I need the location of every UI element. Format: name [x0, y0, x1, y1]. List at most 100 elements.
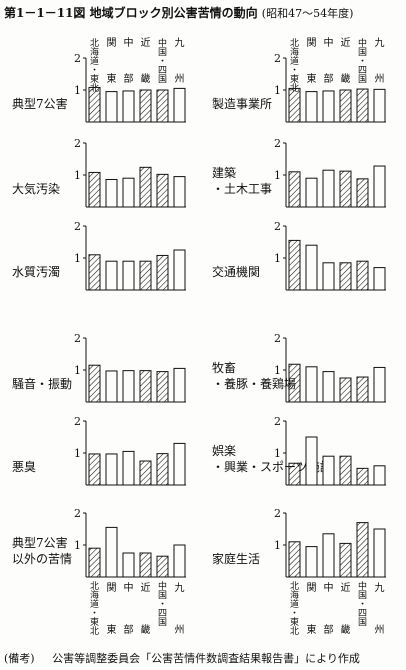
panel-title: 典型7公害: [12, 535, 68, 550]
panel-title: ・興業・スポーツ施設: [212, 459, 332, 474]
panel-title: ・養豚・養鶏場: [212, 376, 296, 391]
bar-中国・四国: [356, 467, 369, 486]
category-header: 部: [124, 72, 134, 85]
bar-九州: [373, 267, 386, 291]
panel-11: 典型7公害以外の苦情12北海道・東北関中近中国・四国九東部畿州: [12, 507, 186, 637]
category-footer: 九: [375, 582, 385, 594]
y-tick-label: 1: [74, 84, 81, 97]
category-footer: 東: [107, 623, 117, 636]
bar-関東: [305, 546, 318, 578]
category-footer: 東: [307, 623, 317, 636]
category-footer: 関: [107, 582, 117, 594]
panel-title: 建築: [212, 165, 236, 180]
panel-title: 大気汚染: [12, 181, 60, 196]
figure-subtitle: (昭和47～54年度): [261, 7, 354, 20]
panel-title: 交通機関: [212, 264, 260, 279]
category-footer-char: 道: [290, 598, 299, 610]
bar-中国・四国: [156, 173, 169, 208]
category-footer: 中: [324, 581, 334, 594]
bar-近畿: [139, 89, 152, 123]
category-footer-char: 国: [358, 590, 367, 601]
y-tick-label: 2: [274, 332, 281, 345]
category-footer-char: 北: [290, 581, 299, 592]
bar-関東: [105, 370, 118, 403]
y-tick-label: 1: [74, 364, 81, 377]
category-header-char: 国: [158, 47, 167, 58]
bar-中部: [122, 450, 135, 486]
chart-panels: 典型7公害12北海道・関中近中国・四国九東北東部畿州製造事業所12北海道・関中近…: [12, 36, 386, 637]
panel-12: 家庭生活12北海道・東北関中近中国・四国九東部畿州: [212, 507, 386, 637]
bar-関東: [105, 526, 118, 578]
y-tick-label: 2: [274, 415, 281, 428]
bar-関東: [105, 260, 118, 291]
bar-北海道・東北: [88, 254, 101, 291]
category-header: 関: [307, 37, 317, 49]
category-footer-char: ・: [290, 609, 299, 619]
category-header-char: 中: [158, 37, 167, 49]
category-footer: 部: [324, 623, 334, 636]
y-tick-label: 2: [74, 332, 81, 345]
panel-7: 騒音・振動1 2: [12, 332, 186, 403]
figure-main-title: 地域ブロック別公害苦情の動向: [89, 6, 258, 20]
y-tick-label: 1: [274, 84, 281, 97]
category-header: 近: [341, 36, 351, 49]
bar-中国・四国: [156, 254, 169, 291]
y-tick-label: 2: [274, 220, 281, 233]
bar-北海道・東北: [88, 86, 101, 123]
bar-中部: [122, 90, 135, 123]
figure-number: 第1－1－11図: [4, 6, 86, 20]
bar-関東: [105, 91, 118, 123]
category-header-char: ・: [358, 57, 367, 67]
bar-中部: [322, 371, 335, 403]
category-header: 近: [141, 36, 151, 49]
bar-北海道・東北: [288, 462, 301, 486]
category-footer-char: 北: [90, 581, 99, 592]
category-footer-char: 海: [90, 589, 99, 601]
source-note-label: (備考): [4, 652, 35, 665]
category-footer-char: 東: [290, 616, 299, 628]
category-header-char: ・: [90, 66, 99, 76]
bar-中国・四国: [356, 88, 369, 123]
category-header-char: 国: [358, 47, 367, 58]
source-note-text: 公害等調整委員会「公害苦情件数調査結果報告書」により作成: [52, 652, 360, 665]
category-footer-char: 国: [358, 617, 367, 628]
category-footer-char: 東: [90, 616, 99, 628]
panel-6: 交通機関 1 2: [212, 220, 386, 291]
bar-北海道・東北: [88, 547, 101, 578]
y-tick-label: 1: [274, 447, 281, 460]
y-tick-label: 1: [274, 364, 281, 377]
y-tick-label: 1: [74, 252, 81, 265]
bar-関東: [305, 366, 318, 403]
bar-九州: [373, 165, 386, 208]
bar-中部: [122, 552, 135, 578]
category-header-char: 北: [290, 83, 299, 94]
bar-北海道・東北: [288, 171, 301, 208]
panel-2: 製造事業所12北海道・関中近中国・四国九東北東部畿州: [212, 36, 386, 123]
category-header-char: 四: [358, 66, 367, 76]
bar-近畿: [139, 370, 152, 403]
bar-中国・四国: [156, 89, 169, 123]
bar-中部: [122, 260, 135, 291]
y-tick-label: 1: [74, 169, 81, 182]
panel-title: 家庭生活: [212, 551, 260, 566]
category-footer: 近: [141, 581, 151, 594]
category-header: 東: [307, 72, 317, 85]
panel-title: 水質汚濁: [12, 264, 60, 279]
category-footer-char: ・: [158, 600, 167, 610]
category-footer: 九: [175, 582, 185, 594]
category-header-char: ・: [290, 66, 299, 76]
bar-近畿: [339, 542, 352, 578]
category-header: 畿: [341, 72, 351, 85]
bar-近畿: [139, 260, 152, 291]
category-header-char: 東: [90, 73, 99, 85]
category-footer-char: 北: [290, 626, 299, 637]
bar-近畿: [139, 552, 152, 578]
bar-近畿: [339, 170, 352, 208]
bar-九州: [373, 528, 386, 578]
y-tick-label: 2: [74, 220, 81, 233]
y-tick-label: 2: [274, 507, 281, 520]
bar-近畿: [339, 89, 352, 123]
category-header: 九: [375, 37, 385, 49]
panel-1: 典型7公害12北海道・関中近中国・四国九東北東部畿州: [12, 36, 186, 123]
